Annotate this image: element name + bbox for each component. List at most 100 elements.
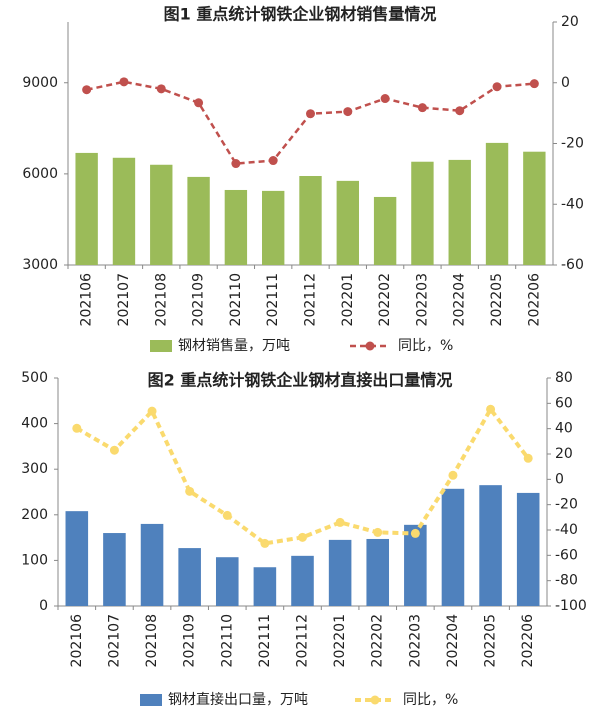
y2-tick-label: -100 <box>555 598 587 614</box>
line-marker <box>306 109 315 119</box>
y2-tick-label: 80 <box>555 370 573 386</box>
line-marker <box>298 532 307 542</box>
y2-tick-label: -80 <box>555 573 578 589</box>
x-tick-label: 202205 <box>483 614 499 667</box>
bar <box>75 152 98 265</box>
line-marker <box>119 77 129 87</box>
legend-label: 钢材销售量，万吨 <box>178 338 290 354</box>
x-tick-label: 202108 <box>144 614 160 667</box>
bar <box>404 524 427 606</box>
legend-label: 同比，% <box>398 338 453 354</box>
line-marker <box>380 94 390 104</box>
x-tick-label: 202203 <box>407 614 423 667</box>
bar <box>253 567 277 606</box>
bar <box>103 533 126 606</box>
line-marker <box>72 423 82 433</box>
x-tick-label: 202206 <box>520 614 536 668</box>
y2-tick-label: -20 <box>561 136 584 152</box>
line-marker <box>335 517 345 527</box>
bar <box>187 176 210 265</box>
bar <box>336 180 359 265</box>
line-marker <box>222 510 232 520</box>
bar <box>366 538 390 606</box>
line-marker <box>373 527 383 537</box>
line-marker <box>343 107 353 117</box>
y2-tick-label: 0 <box>561 75 570 91</box>
line-marker <box>448 470 458 480</box>
x-tick-label: 202201 <box>332 614 348 667</box>
bar <box>112 157 136 265</box>
legend-label: 同比，% <box>403 692 458 708</box>
bar <box>215 557 239 606</box>
line-marker <box>410 528 420 538</box>
legend-swatch <box>150 340 172 352</box>
bar <box>441 488 465 606</box>
line-marker <box>492 82 502 92</box>
x-tick-label: 202109 <box>182 614 198 667</box>
y2-tick-label: 40 <box>555 421 573 437</box>
x-tick-label: 202108 <box>153 273 169 326</box>
bar <box>291 555 314 606</box>
bar <box>140 523 164 606</box>
line-marker <box>455 106 465 116</box>
bar <box>485 142 509 265</box>
x-tick-label: 202205 <box>489 273 505 326</box>
bar <box>262 190 285 265</box>
y2-tick-label: -60 <box>555 547 578 563</box>
x-tick-label: 202111 <box>265 273 281 326</box>
y-tick-label: 6000 <box>22 166 58 182</box>
chart-title: 图2 重点统计钢铁企业钢材直接出口量情况 <box>148 371 453 390</box>
line-marker <box>185 486 195 496</box>
line-marker <box>529 79 539 89</box>
x-tick-label: 202204 <box>445 614 461 668</box>
x-tick-label: 202107 <box>116 273 132 326</box>
bar <box>224 189 248 265</box>
y-tick-label: 9000 <box>22 75 58 91</box>
y2-tick-label: 60 <box>555 395 573 411</box>
x-tick-label: 202111 <box>257 614 273 667</box>
bar <box>178 548 201 606</box>
x-tick-label: 202106 <box>79 273 95 327</box>
line-marker <box>260 538 270 548</box>
line-marker <box>417 103 427 113</box>
bar <box>479 485 502 606</box>
x-tick-label: 202110 <box>228 273 244 326</box>
y-tick-label: 300 <box>21 461 48 477</box>
line <box>86 80 535 165</box>
x-tick-label: 202201 <box>340 273 356 326</box>
line-marker <box>523 453 533 463</box>
bar <box>328 539 352 606</box>
y-tick-label: 0 <box>39 598 48 614</box>
line-marker <box>82 85 92 95</box>
x-tick-label: 202202 <box>377 273 393 326</box>
line-marker <box>486 404 496 414</box>
x-tick-label: 202112 <box>295 614 311 667</box>
x-tick-label: 202110 <box>219 614 235 667</box>
x-tick-label: 202109 <box>191 273 207 326</box>
x-tick-label: 202112 <box>303 273 319 326</box>
x-tick-label: 202206 <box>526 273 542 327</box>
legend-marker <box>365 341 375 351</box>
y2-tick-label: 0 <box>555 471 564 487</box>
y2-tick-label: 20 <box>561 14 579 30</box>
legend-swatch <box>140 694 162 706</box>
bar <box>65 511 89 606</box>
bar <box>299 176 322 265</box>
y-tick-label: 500 <box>21 370 48 386</box>
bar <box>516 492 540 606</box>
bar <box>523 151 546 265</box>
y2-tick-label: -20 <box>555 497 578 513</box>
y2-tick-label: -60 <box>561 257 584 273</box>
x-tick-label: 202204 <box>452 273 468 327</box>
chart-title: 图1 重点统计钢铁企业钢材销售量情况 <box>164 5 437 24</box>
bar <box>373 196 397 265</box>
line-marker <box>109 445 119 455</box>
line-marker <box>147 406 157 416</box>
x-tick-label: 202106 <box>69 614 85 668</box>
bar <box>150 164 173 265</box>
legend-label: 钢材直接出口量，万吨 <box>168 691 308 708</box>
legend-marker <box>370 695 380 705</box>
line-marker <box>194 98 204 108</box>
